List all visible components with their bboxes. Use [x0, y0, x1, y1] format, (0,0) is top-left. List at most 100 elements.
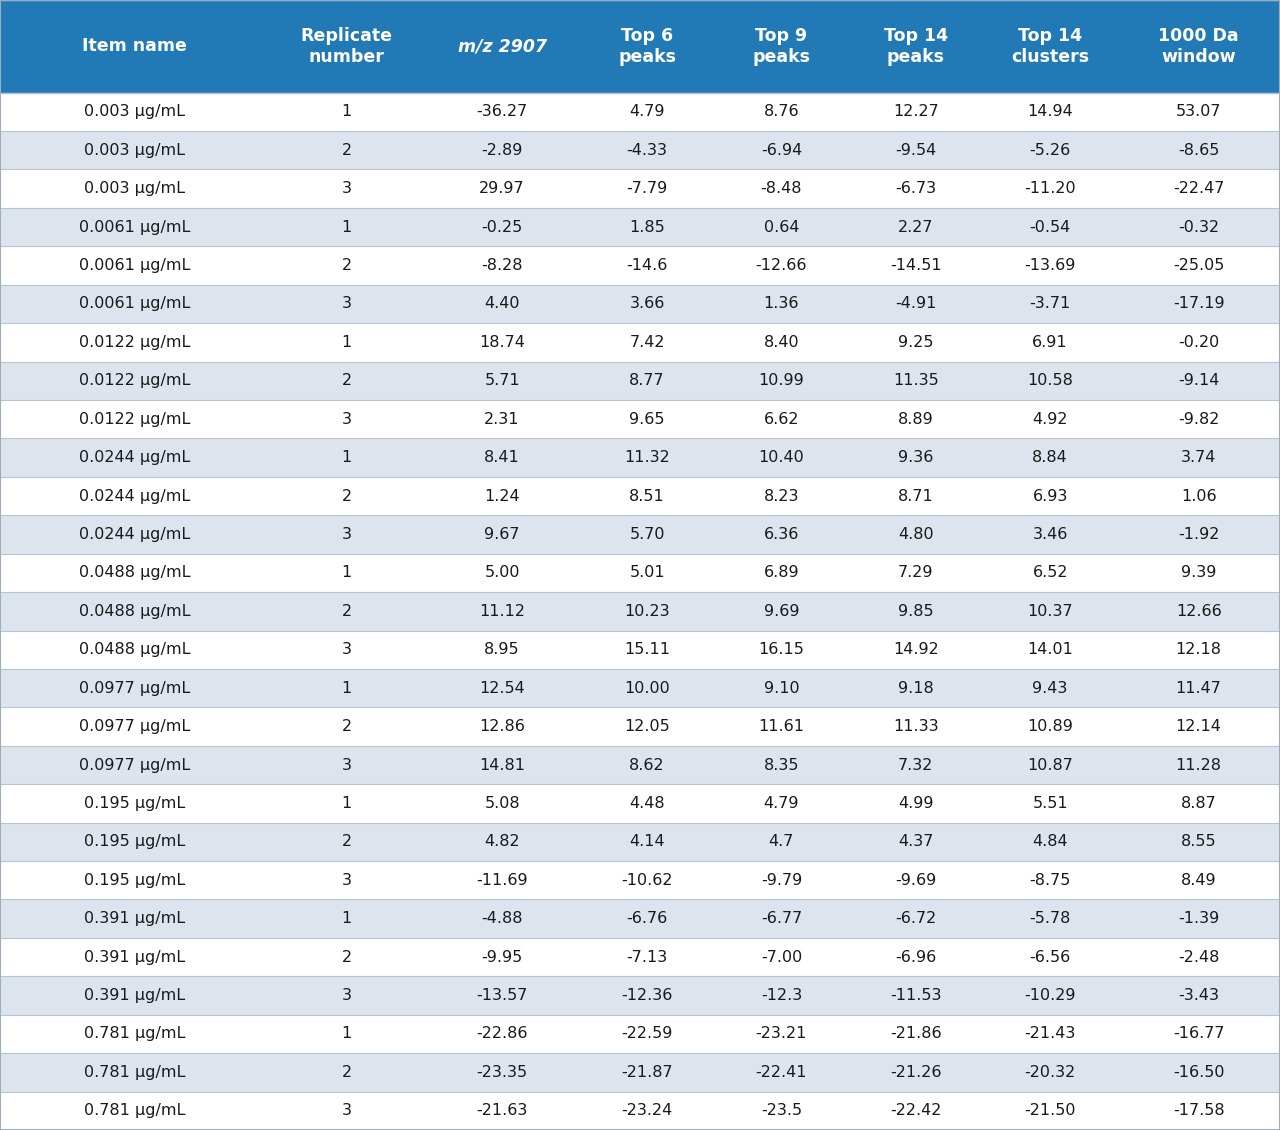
Text: -1.39: -1.39	[1178, 911, 1220, 927]
Text: 5.01: 5.01	[630, 565, 664, 581]
Text: 12.14: 12.14	[1176, 719, 1221, 735]
Bar	[0, 400, 1280, 438]
Text: 11.33: 11.33	[893, 719, 938, 735]
Text: -0.54: -0.54	[1029, 219, 1071, 235]
Bar	[0, 477, 1280, 515]
Text: -0.25: -0.25	[481, 219, 522, 235]
Text: -4.91: -4.91	[895, 296, 937, 312]
Text: 2: 2	[342, 142, 352, 158]
Text: 1000 Da
window: 1000 Da window	[1158, 27, 1239, 66]
Bar	[0, 246, 1280, 285]
Text: -36.27: -36.27	[476, 104, 527, 120]
Text: -7.79: -7.79	[626, 181, 668, 197]
Bar	[0, 170, 1280, 208]
Text: 0.0977 μg/mL: 0.0977 μg/mL	[79, 719, 189, 735]
Text: 4.82: 4.82	[484, 834, 520, 850]
Text: -6.77: -6.77	[760, 911, 803, 927]
Text: 0.0488 μg/mL: 0.0488 μg/mL	[78, 642, 191, 658]
Text: 4.14: 4.14	[630, 834, 664, 850]
Text: 5.08: 5.08	[484, 796, 520, 811]
Text: 10.23: 10.23	[625, 603, 669, 619]
Text: -0.32: -0.32	[1178, 219, 1220, 235]
Text: -11.20: -11.20	[1024, 181, 1076, 197]
Text: -9.69: -9.69	[895, 872, 937, 888]
Text: 0.0488 μg/mL: 0.0488 μg/mL	[78, 603, 191, 619]
Bar	[0, 515, 1280, 554]
Text: 12.18: 12.18	[1175, 642, 1221, 658]
Text: 0.003 μg/mL: 0.003 μg/mL	[84, 142, 184, 158]
Text: 11.61: 11.61	[759, 719, 804, 735]
Text: 7.32: 7.32	[899, 757, 933, 773]
Text: 0.0061 μg/mL: 0.0061 μg/mL	[78, 219, 189, 235]
Text: 1: 1	[342, 219, 352, 235]
Text: 0.195 μg/mL: 0.195 μg/mL	[83, 834, 186, 850]
Text: 4.92: 4.92	[1033, 411, 1068, 427]
Text: 3: 3	[342, 296, 352, 312]
Text: 5.00: 5.00	[484, 565, 520, 581]
Text: 3: 3	[342, 527, 352, 542]
Bar	[0, 784, 1280, 823]
Text: -10.62: -10.62	[621, 872, 673, 888]
Text: 14.81: 14.81	[479, 757, 525, 773]
Text: 12.54: 12.54	[479, 680, 525, 696]
Text: 4.48: 4.48	[630, 796, 664, 811]
Text: 0.781 μg/mL: 0.781 μg/mL	[83, 1026, 186, 1042]
Text: 8.71: 8.71	[899, 488, 933, 504]
Text: 8.87: 8.87	[1180, 796, 1216, 811]
Text: 6.52: 6.52	[1033, 565, 1068, 581]
Text: Top 6
peaks: Top 6 peaks	[618, 27, 676, 66]
Bar	[0, 285, 1280, 323]
Text: 1.85: 1.85	[630, 219, 664, 235]
Text: -14.51: -14.51	[890, 258, 942, 273]
Text: -13.57: -13.57	[476, 988, 527, 1003]
Bar	[0, 899, 1280, 938]
Text: -12.3: -12.3	[760, 988, 803, 1003]
Text: 7.42: 7.42	[630, 334, 664, 350]
Text: 9.65: 9.65	[630, 411, 664, 427]
Text: 1: 1	[342, 1026, 352, 1042]
Bar	[0, 0, 1280, 93]
Text: Top 14
clusters: Top 14 clusters	[1011, 27, 1089, 66]
Text: 0.0977 μg/mL: 0.0977 μg/mL	[79, 680, 189, 696]
Text: -23.24: -23.24	[622, 1103, 673, 1119]
Text: -17.19: -17.19	[1172, 296, 1225, 312]
Text: 1: 1	[342, 911, 352, 927]
Text: 4.79: 4.79	[764, 796, 799, 811]
Text: 16.15: 16.15	[759, 642, 804, 658]
Text: -21.87: -21.87	[621, 1064, 673, 1080]
Text: -11.53: -11.53	[890, 988, 942, 1003]
Bar	[0, 823, 1280, 861]
Text: 3.74: 3.74	[1181, 450, 1216, 466]
Text: -9.14: -9.14	[1178, 373, 1220, 389]
Text: 8.77: 8.77	[630, 373, 664, 389]
Text: -6.96: -6.96	[895, 949, 937, 965]
Bar	[0, 93, 1280, 131]
Text: 0.391 μg/mL: 0.391 μg/mL	[83, 911, 184, 927]
Text: -10.29: -10.29	[1024, 988, 1076, 1003]
Text: 1: 1	[342, 104, 352, 120]
Text: -9.54: -9.54	[895, 142, 937, 158]
Text: -3.43: -3.43	[1178, 988, 1219, 1003]
Text: 15.11: 15.11	[625, 642, 669, 658]
Text: 3: 3	[342, 1103, 352, 1119]
Text: 2: 2	[342, 373, 352, 389]
Text: 10.87: 10.87	[1028, 757, 1073, 773]
Text: -22.59: -22.59	[621, 1026, 673, 1042]
Text: 6.93: 6.93	[1033, 488, 1068, 504]
Text: 3: 3	[342, 988, 352, 1003]
Text: -21.50: -21.50	[1024, 1103, 1076, 1119]
Text: -11.69: -11.69	[476, 872, 527, 888]
Text: -6.56: -6.56	[1029, 949, 1071, 965]
Text: 8.76: 8.76	[764, 104, 799, 120]
Text: 9.43: 9.43	[1033, 680, 1068, 696]
Text: 8.62: 8.62	[630, 757, 664, 773]
Text: 5.70: 5.70	[630, 527, 664, 542]
Text: 0.0977 μg/mL: 0.0977 μg/mL	[79, 757, 189, 773]
Bar	[0, 323, 1280, 362]
Text: -4.33: -4.33	[627, 142, 668, 158]
Text: 9.39: 9.39	[1181, 565, 1216, 581]
Text: 6.91: 6.91	[1033, 334, 1068, 350]
Text: 2: 2	[342, 834, 352, 850]
Text: -23.35: -23.35	[476, 1064, 527, 1080]
Text: -6.76: -6.76	[626, 911, 668, 927]
